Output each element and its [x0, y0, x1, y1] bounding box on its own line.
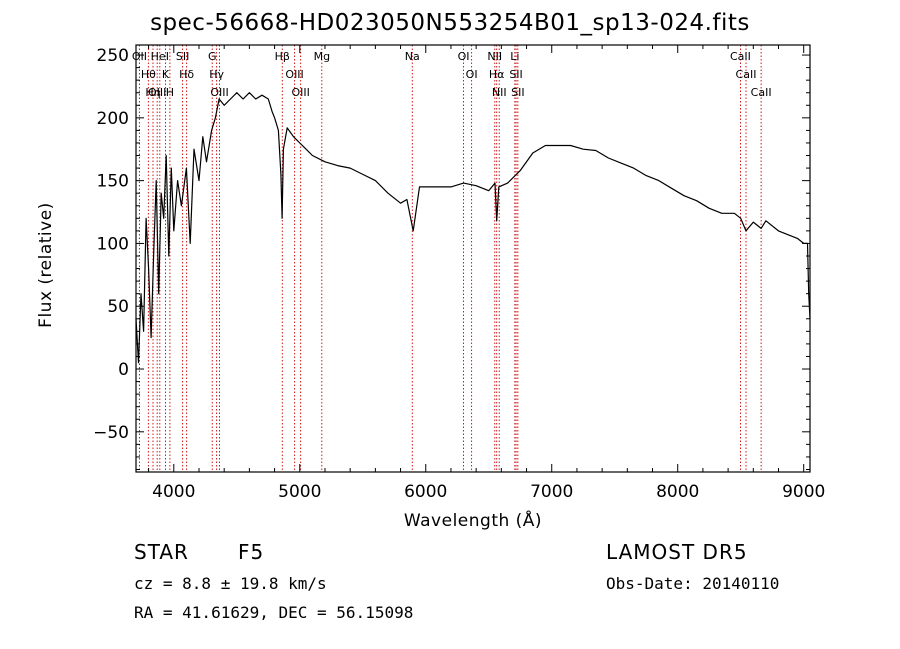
obs-date: Obs-Date: 20140110: [606, 574, 780, 593]
spectral-line-label-15: Mg: [314, 50, 330, 63]
spectral-line-label-16: Na: [405, 50, 420, 63]
spectral-line-label-5: K: [162, 68, 170, 81]
spectral-line-label-14: OIII: [291, 86, 309, 99]
spectral-line-label-9: OIII: [210, 86, 228, 99]
y-axis-label: Flux (relative): [36, 202, 56, 328]
spectral-line-label-7: Hδ: [179, 68, 194, 81]
spectral-line-label-22: Li: [510, 50, 519, 63]
spectral-line-label-0: Hθ: [141, 68, 156, 81]
coordinates-text: RA = 41.61629, DEC = 56.15098: [134, 603, 414, 622]
object-class: STAR: [134, 540, 189, 564]
x-tick-label-0: 4000: [152, 482, 195, 502]
y-tick-label-5: 200: [97, 109, 129, 129]
flux-series: [135, 92, 811, 364]
plot-frame: [135, 44, 811, 473]
spectral-line-label-21: NII: [492, 86, 507, 99]
spectral-line-label-11: G: [208, 50, 217, 63]
y-tick-label-4: 150: [97, 172, 129, 192]
spectral-line-label-17: OI: [458, 50, 470, 63]
series-line-0: [135, 92, 811, 364]
spectral-line-label-13: OIII: [285, 68, 303, 81]
spectral-line-label-18: OI: [466, 68, 478, 81]
spectral-line-label-4: HeI: [151, 50, 169, 63]
spectral-line-label-10: Hγ: [209, 68, 224, 81]
spectral-line-label-24: SII: [511, 86, 524, 99]
spectral-line-label-3: Hη: [145, 86, 160, 99]
x-tick-label-1: 5000: [278, 482, 321, 502]
y-tick-label-2: 50: [107, 297, 129, 317]
y-tick-label-0: −50: [93, 423, 129, 443]
spectral-line-label-25: CaII: [730, 50, 751, 63]
x-tick-label-4: 8000: [656, 482, 699, 502]
spectral-line-markers: [138, 45, 762, 472]
object-subclass: F5: [238, 540, 265, 564]
redshift-text: cz = 8.8 ± 19.8 km/s: [134, 574, 327, 593]
y-axis: −50 0 50 100 150 200 250: [93, 46, 810, 470]
y-tick-label-6: 250: [97, 46, 129, 66]
x-tick-label-5: 9000: [782, 482, 825, 502]
x-axis: 4000 5000 6000 7000 8000 9000: [148, 45, 825, 502]
spectral-line-label-23: SII: [509, 68, 522, 81]
spectral-line-label-26: CaII: [736, 68, 757, 81]
spectral-line-label-12: Hβ: [275, 50, 290, 63]
x-axis-label: Wavelength (Å): [403, 511, 543, 531]
x-tick-label-2: 6000: [404, 482, 447, 502]
spectral-line-label-20: Hα: [489, 68, 505, 81]
y-tick-label-3: 100: [97, 234, 129, 254]
x-tick-label-3: 7000: [530, 482, 573, 502]
spectral-line-label-27: CaII: [751, 86, 772, 99]
spectral-line-label-1: OII: [132, 50, 147, 63]
spectral-line-label-8: SII: [176, 50, 189, 63]
chart-title: spec-56668-HD023050N553254B01_sp13-024.f…: [150, 10, 750, 36]
survey-name: LAMOST DR5: [606, 540, 748, 564]
spectral-line-labels: OIIHθHηOIIIHeIKHSIIHδGHγOIIIHβOIIIOIIIMg…: [132, 50, 772, 99]
spectral-line-label-19: NII: [487, 50, 502, 63]
spectral-line-label-2: OIII: [148, 86, 166, 99]
spectral-line-label-6: H: [166, 86, 174, 99]
y-tick-label-1: 0: [118, 360, 129, 380]
